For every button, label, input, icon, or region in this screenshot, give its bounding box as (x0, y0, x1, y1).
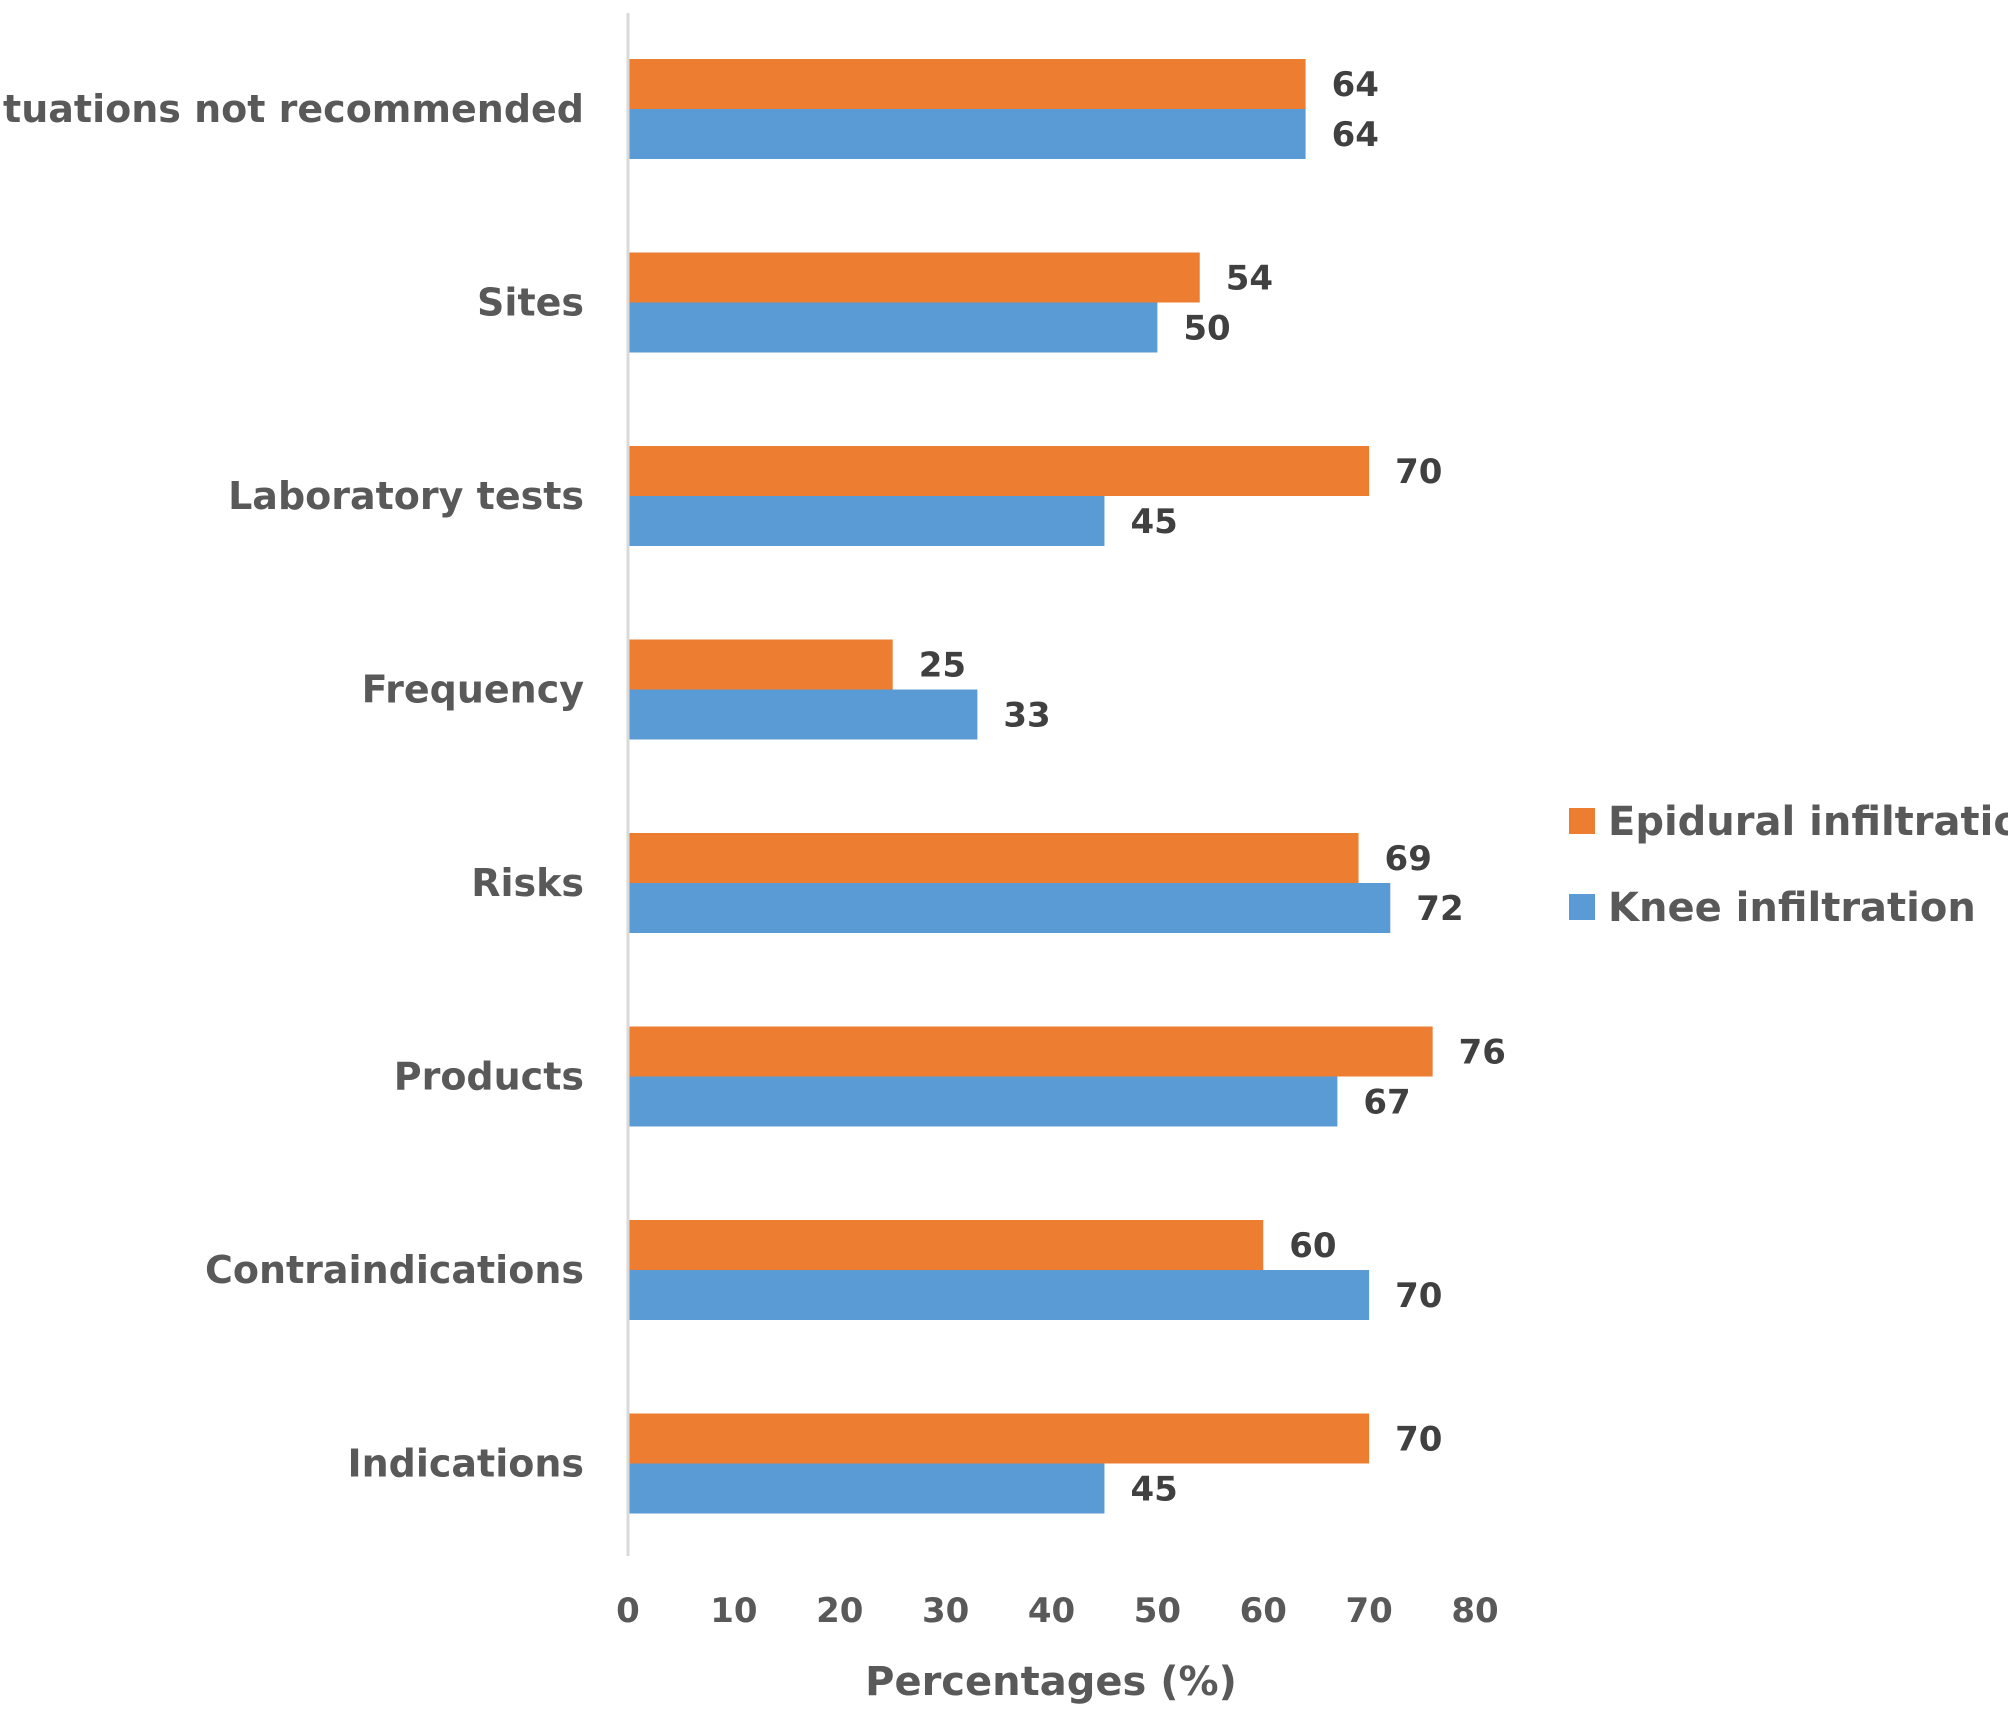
x-tick-label: 10 (710, 1591, 757, 1631)
x-tick-labels: 0 10 20 30 40 50 60 70 80 (616, 1591, 1499, 1631)
bar-epidural (628, 59, 1306, 109)
bar-epidural (628, 1413, 1370, 1464)
bar-knee (628, 689, 978, 740)
data-label: 69 (1385, 839, 1432, 879)
bar-knee (628, 1270, 1370, 1320)
x-tick-label: 70 (1345, 1591, 1392, 1631)
data-label: 70 (1395, 452, 1442, 492)
data-label: 60 (1289, 1226, 1336, 1266)
bar-knee (628, 883, 1391, 933)
legend-swatch (1569, 894, 1595, 920)
bar-knee (628, 1463, 1105, 1514)
bar-epidural (628, 252, 1200, 303)
category-label: Products (394, 1055, 584, 1099)
category-label: Frequency (362, 668, 585, 712)
legend-swatch (1569, 808, 1595, 834)
data-label: 45 (1130, 502, 1177, 542)
data-label: 70 (1395, 1276, 1442, 1316)
bar-epidural (628, 833, 1359, 883)
data-label: 76 (1459, 1033, 1506, 1073)
data-label: 64 (1332, 115, 1379, 155)
bar-knee (628, 1076, 1338, 1127)
bars-layer: 64 64 54 50 70 45 25 33 69 72 76 67 60 70 70 45 (628, 59, 1506, 1514)
x-tick-label: 60 (1240, 1591, 1287, 1631)
data-label: 45 (1130, 1470, 1177, 1510)
bar-knee (628, 109, 1306, 159)
data-label: 64 (1332, 65, 1379, 105)
bar-epidural (628, 1220, 1264, 1270)
bar-epidural (628, 446, 1370, 496)
data-label: 70 (1395, 1420, 1442, 1460)
legend-label: Knee infiltration (1608, 885, 1976, 931)
category-label: Risks (471, 861, 584, 905)
category-label: Sites (477, 281, 584, 325)
category-labels: Situations not recommended Sites Laborator… (0, 87, 584, 1486)
data-label: 33 (1003, 696, 1050, 736)
x-tick-label: 0 (616, 1591, 640, 1631)
data-label: 50 (1183, 309, 1230, 349)
x-tick-label: 20 (816, 1591, 863, 1631)
data-label: 67 (1363, 1083, 1410, 1123)
category-label: Laboratory tests (228, 474, 584, 518)
legend: Epidural infiltration Knee infiltration (1569, 799, 2008, 931)
x-tick-label: 40 (1028, 1591, 1075, 1631)
bar-epidural (628, 639, 893, 690)
bar-epidural (628, 1026, 1433, 1077)
bar-knee (628, 496, 1105, 546)
data-label: 54 (1226, 259, 1273, 299)
category-label: Contraindications (205, 1248, 584, 1292)
x-axis-title: Percentages (%) (865, 1659, 1237, 1705)
data-label: 25 (919, 646, 966, 686)
x-tick-label: 80 (1451, 1591, 1498, 1631)
category-label: Indications (347, 1442, 584, 1486)
x-tick-label: 50 (1134, 1591, 1181, 1631)
x-tick-label: 30 (922, 1591, 969, 1631)
legend-label: Epidural infiltration (1608, 799, 2008, 845)
data-label: 72 (1416, 889, 1463, 929)
category-label: Situations not recommended (0, 87, 584, 131)
bar-knee (628, 302, 1158, 353)
